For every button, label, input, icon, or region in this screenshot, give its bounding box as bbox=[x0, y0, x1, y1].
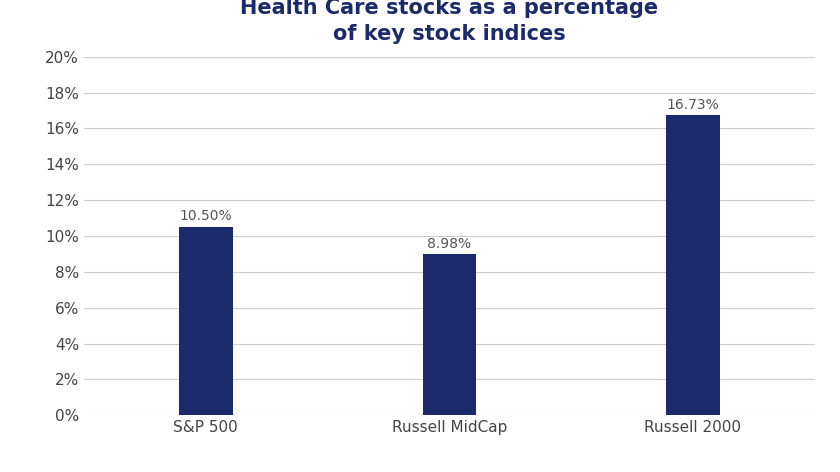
Text: 10.50%: 10.50% bbox=[180, 210, 232, 223]
Text: 16.73%: 16.73% bbox=[667, 98, 719, 112]
Title: Health Care stocks as a percentage
of key stock indices: Health Care stocks as a percentage of ke… bbox=[240, 0, 659, 44]
Bar bbox=[423, 254, 476, 415]
Text: 8.98%: 8.98% bbox=[428, 236, 471, 251]
Bar bbox=[179, 227, 233, 415]
Bar bbox=[666, 115, 720, 415]
